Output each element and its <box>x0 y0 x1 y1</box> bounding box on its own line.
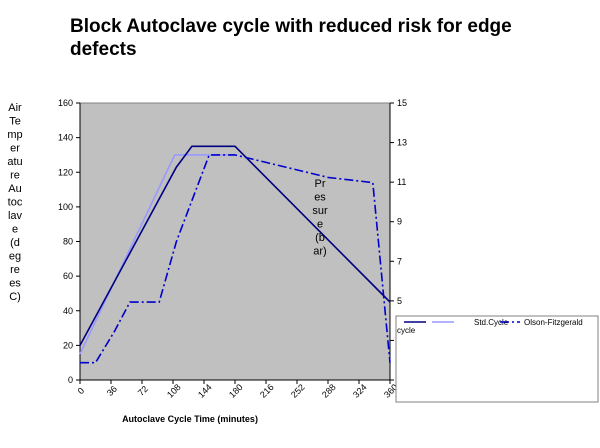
x-axis-title: Autoclave Cycle Time (minutes) <box>122 414 258 424</box>
x-tick-label: 288 <box>320 382 338 400</box>
y-axis-title-part: (d <box>10 237 20 249</box>
y2-axis-title-part: (b <box>315 232 325 244</box>
y-axis-title-part: es <box>9 278 21 290</box>
y-axis-title-part: er <box>10 143 20 155</box>
y-axis-title-part: Air <box>8 102 22 114</box>
x-tick-label: 324 <box>351 382 369 400</box>
y-axis-title-part: e <box>12 224 18 236</box>
legend-label-std-cycle: Std.Cycle <box>474 318 509 327</box>
x-tick-label: 180 <box>227 382 245 400</box>
y2-axis-title-part: Pr <box>315 178 326 190</box>
y-axis-title-part: Te <box>9 116 21 128</box>
x-tick-label: 252 <box>289 382 307 400</box>
y2-tick-label: 15 <box>397 98 407 108</box>
x-tick-label: 36 <box>105 384 119 398</box>
y-axis-title: Air Te mp er atu re Au toc lav e (d eg re es C) <box>7 102 22 303</box>
y-tick-label: 40 <box>63 306 73 316</box>
y-tick-label: 120 <box>58 167 73 177</box>
y-tick-label: 140 <box>58 133 73 143</box>
x-tick-label: 216 <box>258 382 276 400</box>
y2-tick-label: 7 <box>397 256 402 266</box>
x-tick-label: 108 <box>165 382 183 400</box>
y-axis-title-part: mp <box>7 129 22 141</box>
y-axis-title-part: lav <box>8 210 23 222</box>
series-line-3 <box>80 154 391 364</box>
y2-axis-title-part: ar) <box>313 246 326 258</box>
y-axis-title-part: eg <box>9 251 21 263</box>
y-tick-label: 60 <box>63 271 73 281</box>
y-axis-title-part: atu <box>7 156 22 168</box>
plot-area <box>79 102 391 381</box>
y-tick-label: 100 <box>58 202 73 212</box>
chart-title-line-1: Block Autoclave cycle with reduced risk … <box>70 16 512 37</box>
y2-axis-title: Pr es sur e (b ar) <box>312 178 328 258</box>
y2-tick-label: 11 <box>397 177 406 187</box>
y2-tick-label: 9 <box>397 217 402 227</box>
y-axis-title-part: toc <box>8 197 23 209</box>
legend-label-olson-fitzgerald: Olson-Fitzgerald <box>524 318 583 327</box>
x-tick-label: 0 <box>76 386 87 397</box>
y2-axis-title-part: sur <box>312 205 328 217</box>
y-tick-label: 20 <box>63 340 73 350</box>
legend-box <box>395 315 599 403</box>
x-tick-label: 144 <box>196 382 214 400</box>
y-tick-label: 0 <box>68 375 73 385</box>
y-axis-title-part: C) <box>9 291 21 303</box>
y-axis-title-part: re <box>10 170 20 182</box>
y-axis-title-part: re <box>10 264 20 276</box>
legend-label-cycle: cycle <box>397 326 416 335</box>
chart-title: Block Autoclave cycle with reduced risk … <box>70 16 512 60</box>
y2-axis-title-part: es <box>314 192 326 204</box>
chart-title-line-2: defects <box>70 39 137 60</box>
y2-tick-label: 5 <box>397 296 402 306</box>
series-line-2 <box>79 145 391 346</box>
x-tick-label: 72 <box>136 384 150 398</box>
y-tick-label: 80 <box>63 237 73 247</box>
y2-axis-title-part: e <box>317 219 323 231</box>
y2-tick-label: 13 <box>397 138 407 148</box>
y-tick-label: 160 <box>58 98 73 108</box>
y-axis-title-part: Au <box>8 183 21 195</box>
